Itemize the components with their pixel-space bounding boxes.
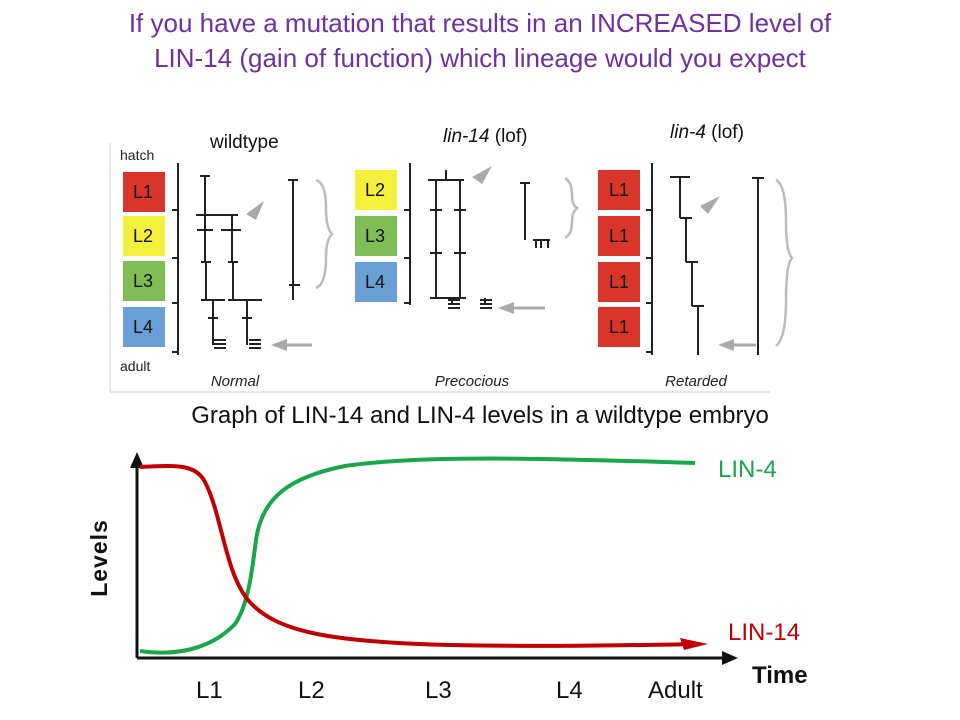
y-axis-label: Levels bbox=[86, 519, 112, 597]
stage-box-l1-retarded-3 bbox=[598, 262, 640, 302]
stage-text-precocious-2: L4 bbox=[365, 272, 385, 292]
series-line-lin-14 bbox=[139, 464, 701, 648]
stage-text-retarded-2: L1 bbox=[609, 272, 629, 292]
stage-box-l1-retarded-4 bbox=[598, 307, 640, 347]
stage-text-normal-0: L1 bbox=[133, 182, 153, 202]
time-stage-l1: L1 bbox=[196, 677, 223, 704]
stage-label-adult: adult bbox=[120, 358, 150, 374]
question-line-1: If you have a mutation that results in a… bbox=[128, 8, 832, 38]
stage-box-l2-precocious bbox=[355, 170, 397, 210]
arrowhead-precocious bbox=[472, 166, 492, 184]
stage-box-l1-retarded-2 bbox=[598, 216, 640, 256]
lineage-header-lin-4: lin-4 (lof) bbox=[670, 122, 744, 143]
lineage-header-wildtype: wildtype bbox=[209, 132, 279, 153]
series-label-lin-14: LIN-14 bbox=[728, 619, 800, 646]
stage-text-normal-3: L4 bbox=[133, 317, 153, 337]
stage-box-l3-precocious bbox=[355, 216, 397, 256]
arrowhead-retarded bbox=[700, 196, 720, 214]
time-stage-l3: L3 bbox=[425, 677, 452, 704]
lin-14-arrowhead bbox=[680, 638, 708, 650]
stage-box-l2 bbox=[123, 216, 165, 256]
question-text: If you have a mutation that results in a… bbox=[20, 6, 940, 76]
question-line-2: LIN-14 (gain of function) which lineage … bbox=[154, 43, 806, 73]
time-stage-l2: L2 bbox=[298, 677, 325, 704]
lineage-caption-precocious: Precocious bbox=[435, 373, 510, 390]
stage-box-l3 bbox=[123, 261, 165, 301]
time-stage-l4: L4 bbox=[556, 677, 583, 704]
stage-text-normal-2: L3 bbox=[133, 271, 153, 291]
graph-title: Graph of LIN-14 and LIN-4 levels in a wi… bbox=[191, 402, 769, 429]
stage-text-precocious-0: L2 bbox=[365, 180, 385, 200]
y-axis-arrow bbox=[130, 452, 144, 468]
x-axis-arrow bbox=[722, 651, 738, 665]
lineage-panel-normal bbox=[123, 163, 334, 355]
stage-text-retarded-0: L1 bbox=[609, 180, 629, 200]
stage-text-precocious-1: L3 bbox=[365, 226, 385, 246]
series-line-lin-4 bbox=[139, 456, 696, 655]
stage-box-l1 bbox=[123, 172, 165, 212]
stage-text-retarded-3: L1 bbox=[609, 317, 629, 337]
lineage-caption-retarded: Retarded bbox=[665, 373, 727, 390]
lineage-panel-retarded bbox=[598, 163, 794, 355]
lineage-header-lin-14: lin-14 (lof) bbox=[443, 126, 527, 147]
stage-box-l1-retarded-1 bbox=[598, 170, 640, 210]
time-stage-adult: Adult bbox=[648, 677, 703, 704]
lineage-panel-precocious bbox=[355, 163, 580, 309]
lineage-figure: hatch adult Normal wildtype Precocious l… bbox=[109, 122, 794, 393]
x-axis-label: Time bbox=[752, 662, 808, 689]
stage-label-hatch: hatch bbox=[120, 147, 154, 163]
lineage-caption-normal: Normal bbox=[211, 373, 260, 390]
arrowhead-normal bbox=[246, 201, 264, 220]
stage-box-l4 bbox=[123, 307, 165, 347]
stage-box-l4-precocious bbox=[355, 262, 397, 302]
stage-text-normal-1: L2 bbox=[133, 226, 153, 246]
stage-text-retarded-1: L1 bbox=[609, 226, 629, 246]
series-label-lin-4: LIN-4 bbox=[718, 456, 777, 483]
